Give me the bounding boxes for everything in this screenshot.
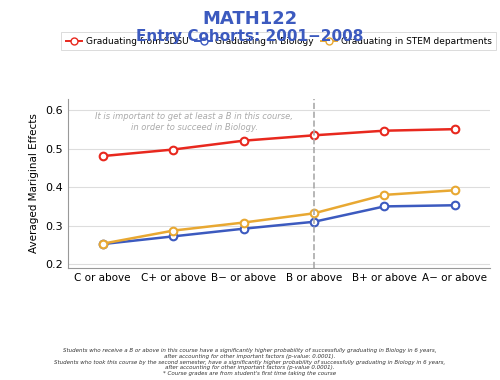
- Y-axis label: Averaged Mariginal Effects: Averaged Mariginal Effects: [30, 113, 40, 253]
- Text: It is important to get at least a B in this course,
in order to succeed in Biolo: It is important to get at least a B in t…: [96, 112, 293, 131]
- Text: Students who receive a B or above in this course have a significantly higher pro: Students who receive a B or above in thi…: [54, 348, 446, 376]
- Text: MATH122: MATH122: [202, 10, 298, 27]
- Text: Entry Cohorts: 2001−2008: Entry Cohorts: 2001−2008: [136, 28, 364, 43]
- Legend: Graduating from SDSU, Graduating in Biology, Graduating in STEM departments: Graduating from SDSU, Graduating in Biol…: [61, 32, 496, 50]
